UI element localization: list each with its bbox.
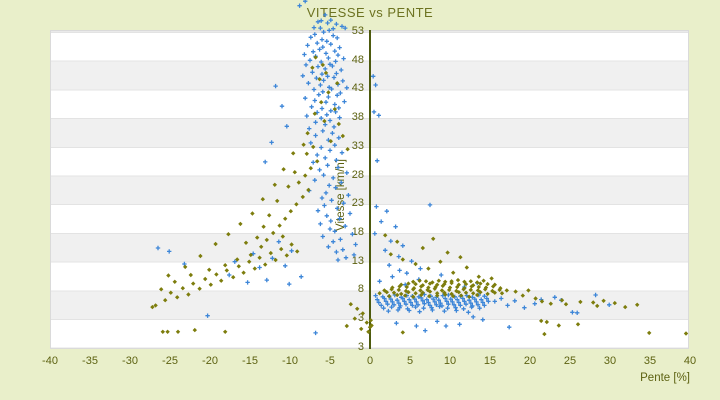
x-tick-label: 40 xyxy=(683,355,697,367)
x-tick-label: 10 xyxy=(443,355,457,367)
y-tick-label: 3 xyxy=(357,312,364,324)
x-tick-label: -15 xyxy=(242,355,258,367)
x-tick-label: 30 xyxy=(603,355,617,367)
x-tick-label: -20 xyxy=(202,355,218,367)
x-tick-label: 0 xyxy=(366,355,374,367)
y-tick-label: 43 xyxy=(351,82,364,95)
x-axis-title: Pente [%] xyxy=(640,372,690,384)
x-tick-label: -40 xyxy=(42,355,58,367)
x-tick-label: -35 xyxy=(82,355,98,367)
y-tick-label: 23 xyxy=(351,197,364,210)
y-tick-label: 18 xyxy=(351,225,364,238)
y-tick-label: 28 xyxy=(351,168,364,181)
x-tick-label: -25 xyxy=(162,355,178,367)
x-tick-label: 5 xyxy=(406,355,414,367)
x-tick-label: 15 xyxy=(483,355,497,367)
x-tick-label: -10 xyxy=(282,355,298,367)
y-tick-label: 33 xyxy=(351,139,364,152)
y-tick-label: 38 xyxy=(351,111,364,124)
y-tick-label: 8 xyxy=(357,283,364,296)
x-tick-label: -30 xyxy=(122,355,138,367)
x-tick-label: 25 xyxy=(563,355,577,367)
y-tick-label: 53 xyxy=(351,25,364,37)
chart-title: VITESSE vs PENTE xyxy=(306,5,434,20)
x-tick-label: 35 xyxy=(643,355,657,367)
plot-area xyxy=(50,30,689,349)
x-tick-label: -5 xyxy=(325,355,335,367)
y-tick-label: 13 xyxy=(351,254,364,267)
x-tick-label: 20 xyxy=(523,355,537,367)
y-axis-end-label: 3 xyxy=(357,341,364,353)
y-tick-label: 48 xyxy=(351,53,364,66)
